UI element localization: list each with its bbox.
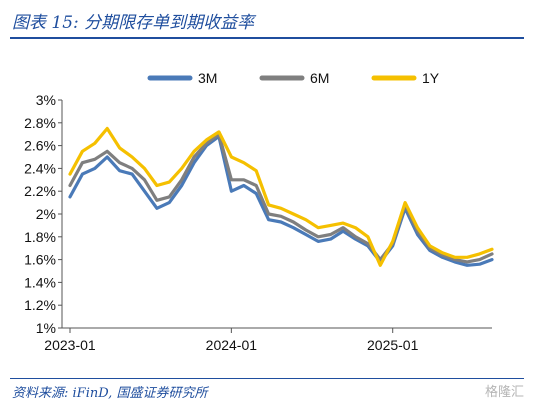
title-divider <box>10 37 524 39</box>
legend-label-6m: 6M <box>310 70 329 86</box>
y-tick-label: 1% <box>36 320 56 336</box>
y-tick-label: 2.2% <box>24 183 56 199</box>
y-tick-label: 1.2% <box>24 297 56 313</box>
watermark-logo: 格隆汇 <box>484 385 524 400</box>
legend-label-1y: 1Y <box>422 70 440 86</box>
y-tick-label: 3% <box>36 92 56 108</box>
series-line-1y <box>68 126 494 267</box>
y-tick-label: 1.6% <box>24 252 56 268</box>
y-tick-label: 2.4% <box>24 160 56 176</box>
x-tick-label: 2025-01 <box>367 337 419 353</box>
y-tick-label: 1.8% <box>24 229 56 245</box>
chart-title: 图表 15: 分期限存单到期收益率 <box>12 13 255 33</box>
x-tick-label: 2023-01 <box>44 337 96 353</box>
legend-label-3m: 3M <box>198 70 217 86</box>
series-line-3m <box>68 134 494 267</box>
x-tick-label: 2024-01 <box>206 337 258 353</box>
footer-divider <box>10 378 524 379</box>
y-tick-label: 2% <box>36 206 56 222</box>
source-note: 资料来源: iFinD, 国盛证券研究所 <box>12 386 208 401</box>
y-tick-label: 2.6% <box>24 138 56 154</box>
series-line-6m <box>68 132 494 264</box>
y-tick-label: 1.4% <box>24 274 56 290</box>
y-tick-label: 2.8% <box>24 115 56 131</box>
